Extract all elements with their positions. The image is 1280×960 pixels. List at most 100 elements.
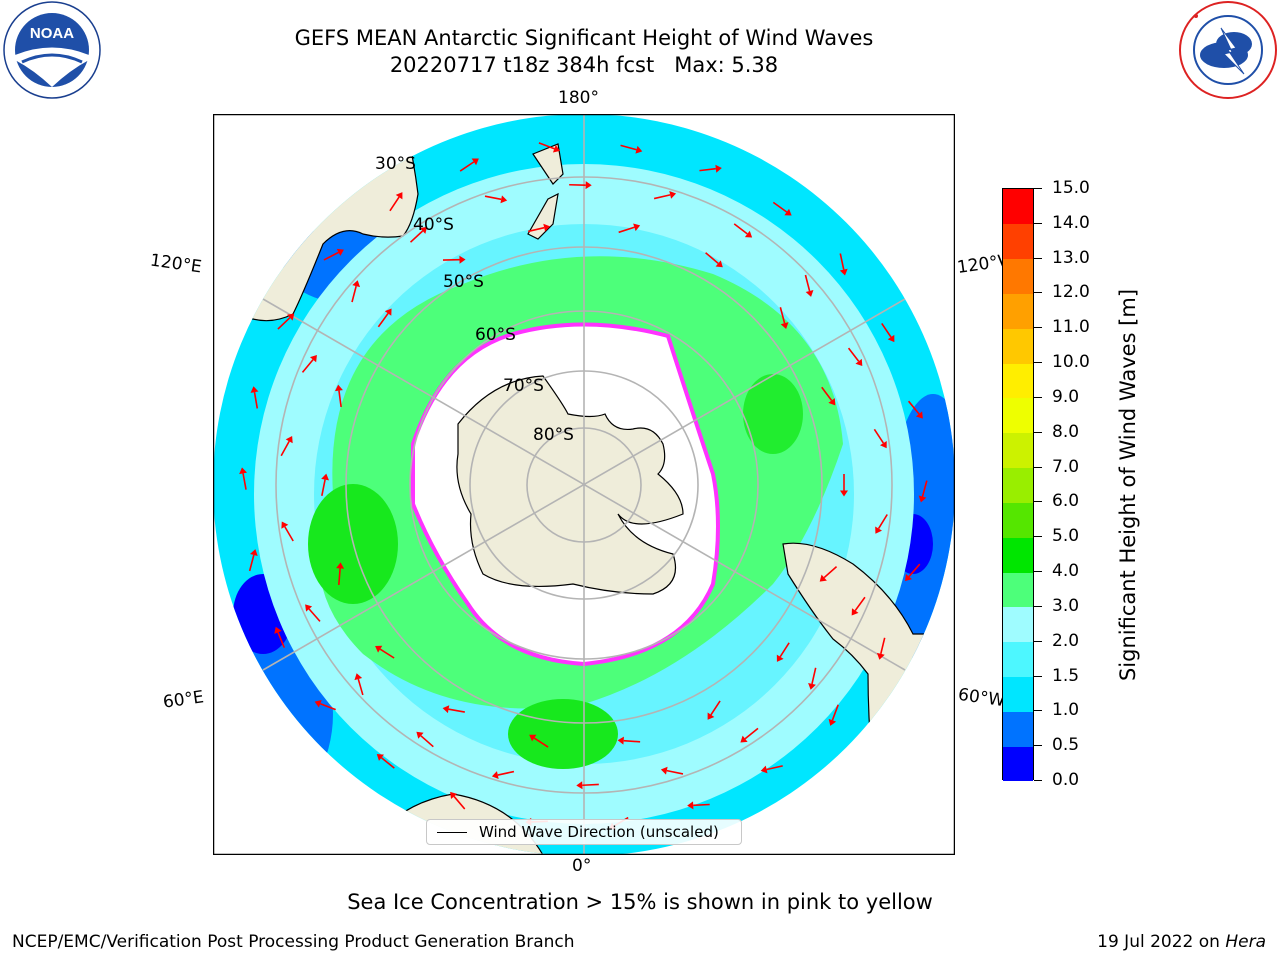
wind-wave-arrow-shaft bbox=[699, 167, 716, 172]
lat-label-30s: 30°S bbox=[375, 154, 416, 174]
wind-wave-arrow-shaft bbox=[308, 608, 321, 622]
wind-wave-arrow-head bbox=[715, 260, 723, 268]
colorbar-segment bbox=[1003, 711, 1033, 747]
lon-label-60e: 60°E bbox=[161, 687, 206, 713]
colorbar-title: Significant Height of Wind Waves [m] bbox=[1116, 288, 1140, 682]
colorbar-tick bbox=[1034, 222, 1042, 224]
wind-wave-arrow-shaft bbox=[907, 400, 920, 415]
wind-wave-arrow-shaft bbox=[377, 312, 389, 328]
wind-wave-arrow-shaft bbox=[779, 307, 786, 324]
colorbar-tick-label: 11.0 bbox=[1052, 317, 1090, 338]
wind-wave-arrow-shaft bbox=[497, 770, 515, 776]
map-legend: Wind Wave Direction (unscaled) bbox=[426, 819, 742, 845]
colorbar-tick bbox=[1034, 745, 1042, 747]
wind-wave-arrow-head bbox=[419, 226, 428, 234]
wind-wave-arrow-head bbox=[459, 255, 466, 264]
colorbar-tick-label: 6.0 bbox=[1052, 491, 1080, 512]
wind-wave-arrow-head bbox=[839, 268, 848, 276]
wind-wave-arrow-head bbox=[635, 145, 643, 154]
wind-wave-arrow-head bbox=[744, 230, 753, 238]
wind-wave-arrow-head bbox=[416, 731, 424, 739]
wind-wave-arrow-shaft bbox=[337, 568, 341, 585]
wind-wave-arrow-shaft bbox=[321, 479, 326, 496]
wind-wave-arrow-head bbox=[633, 223, 641, 232]
wind-wave-arrow-head bbox=[274, 626, 282, 634]
lat-label-70s: 70°S bbox=[503, 376, 544, 396]
colorbar-tick bbox=[1034, 362, 1042, 364]
colorbar-tick-label: 0.5 bbox=[1052, 735, 1080, 756]
wind-wave-arrow-head bbox=[543, 223, 551, 232]
lat-label-60s: 60°S bbox=[475, 325, 516, 345]
wind-wave-arrow-shaft bbox=[277, 632, 286, 648]
wind-wave-arrow-shaft bbox=[242, 473, 247, 490]
wind-wave-arrow-shaft bbox=[921, 480, 928, 497]
colorbar-segment bbox=[1003, 467, 1033, 503]
colorbar-tick bbox=[1034, 536, 1042, 538]
wind-wave-arrow-head bbox=[334, 384, 343, 392]
wind-wave-arrow-shaft bbox=[733, 223, 748, 235]
lon-label-180: 180° bbox=[558, 88, 599, 108]
colorbar-tick bbox=[1034, 640, 1042, 642]
map-frame bbox=[213, 114, 955, 855]
colorbar-tick-label: 12.0 bbox=[1052, 282, 1090, 303]
colorbar-segment bbox=[1003, 293, 1033, 329]
chart-title: GEFS MEAN Antarctic Significant Height o… bbox=[294, 26, 874, 50]
colorbar-segment bbox=[1003, 189, 1033, 225]
colorbar-tick bbox=[1034, 396, 1042, 398]
legend-label: Wind Wave Direction (unscaled) bbox=[479, 823, 719, 841]
colorbar-segment bbox=[1003, 641, 1033, 678]
noaa-logo: NOAA bbox=[3, 1, 101, 99]
colorbar-tick bbox=[1034, 327, 1042, 329]
wind-wave-arrow-shaft bbox=[453, 795, 466, 810]
colorbar-segment bbox=[1003, 676, 1033, 712]
colorbar-tick-label: 7.0 bbox=[1052, 456, 1080, 477]
colorbar-tick-label: 8.0 bbox=[1052, 421, 1080, 442]
colorbar-tick bbox=[1034, 571, 1042, 573]
colorbar-tick-label: 2.0 bbox=[1052, 630, 1080, 651]
wind-wave-arrow-head bbox=[887, 334, 895, 343]
wind-wave-arrow-head bbox=[805, 289, 814, 297]
colorbar-segment bbox=[1003, 537, 1033, 573]
lon-label-0: 0° bbox=[572, 856, 592, 876]
colorbar-tick bbox=[1034, 188, 1042, 189]
graticule bbox=[213, 114, 955, 855]
wind-wave-arrow-shaft bbox=[448, 708, 465, 713]
wind-wave-arrow-shaft bbox=[459, 161, 475, 172]
wind-wave-arrow-head bbox=[529, 734, 537, 742]
colorbar-segment bbox=[1003, 572, 1033, 608]
wind-wave-arrow-shaft bbox=[666, 769, 684, 775]
wind-wave-arrow-head bbox=[617, 736, 624, 745]
wind-wave-arrow-head bbox=[354, 673, 363, 681]
wind-wave-arrow-head bbox=[375, 645, 383, 653]
wind-wave-arrow-shaft bbox=[766, 765, 783, 771]
wind-wave-arrow-shaft bbox=[693, 803, 710, 807]
colorbar-segment bbox=[1003, 746, 1033, 782]
wind-wave-arrow-head bbox=[828, 398, 836, 406]
wind-wave-arrow-head bbox=[669, 190, 677, 199]
colorbar-tick bbox=[1034, 466, 1042, 468]
colorbar-tick bbox=[1034, 292, 1042, 294]
wind-wave-arrow-shaft bbox=[277, 317, 291, 330]
wind-wave-arrow-head bbox=[880, 440, 887, 449]
wind-wave-arrow-shaft bbox=[582, 783, 599, 787]
peak-wave-patch-2 bbox=[508, 699, 618, 769]
wind-wave-arrow-head bbox=[376, 753, 384, 761]
wind-wave-arrow-head bbox=[875, 526, 882, 534]
wind-wave-arrow-head bbox=[395, 192, 403, 200]
colorbar-tick bbox=[1034, 710, 1042, 712]
wind-wave-arrow-head bbox=[851, 608, 859, 616]
colorbar bbox=[1002, 188, 1034, 782]
nws-logo bbox=[1179, 1, 1277, 99]
wind-wave-arrow-shaft bbox=[351, 285, 357, 303]
wind-wave-arrow-head bbox=[915, 411, 923, 419]
wind-wave-arrow-head bbox=[715, 164, 722, 173]
wind-wave-arrow-head bbox=[249, 549, 258, 556]
wind-wave-arrow-shaft bbox=[284, 526, 294, 542]
colorbar-tick bbox=[1034, 431, 1042, 433]
wind-wave-arrow-shaft bbox=[877, 514, 888, 529]
wind-wave-arrow-head bbox=[321, 473, 330, 481]
wind-wave-arrow-shaft bbox=[779, 642, 790, 658]
colorbar-segment bbox=[1003, 606, 1033, 643]
wind-wave-arrow-shaft bbox=[847, 347, 860, 362]
wind-wave-arrow-head bbox=[239, 467, 248, 475]
